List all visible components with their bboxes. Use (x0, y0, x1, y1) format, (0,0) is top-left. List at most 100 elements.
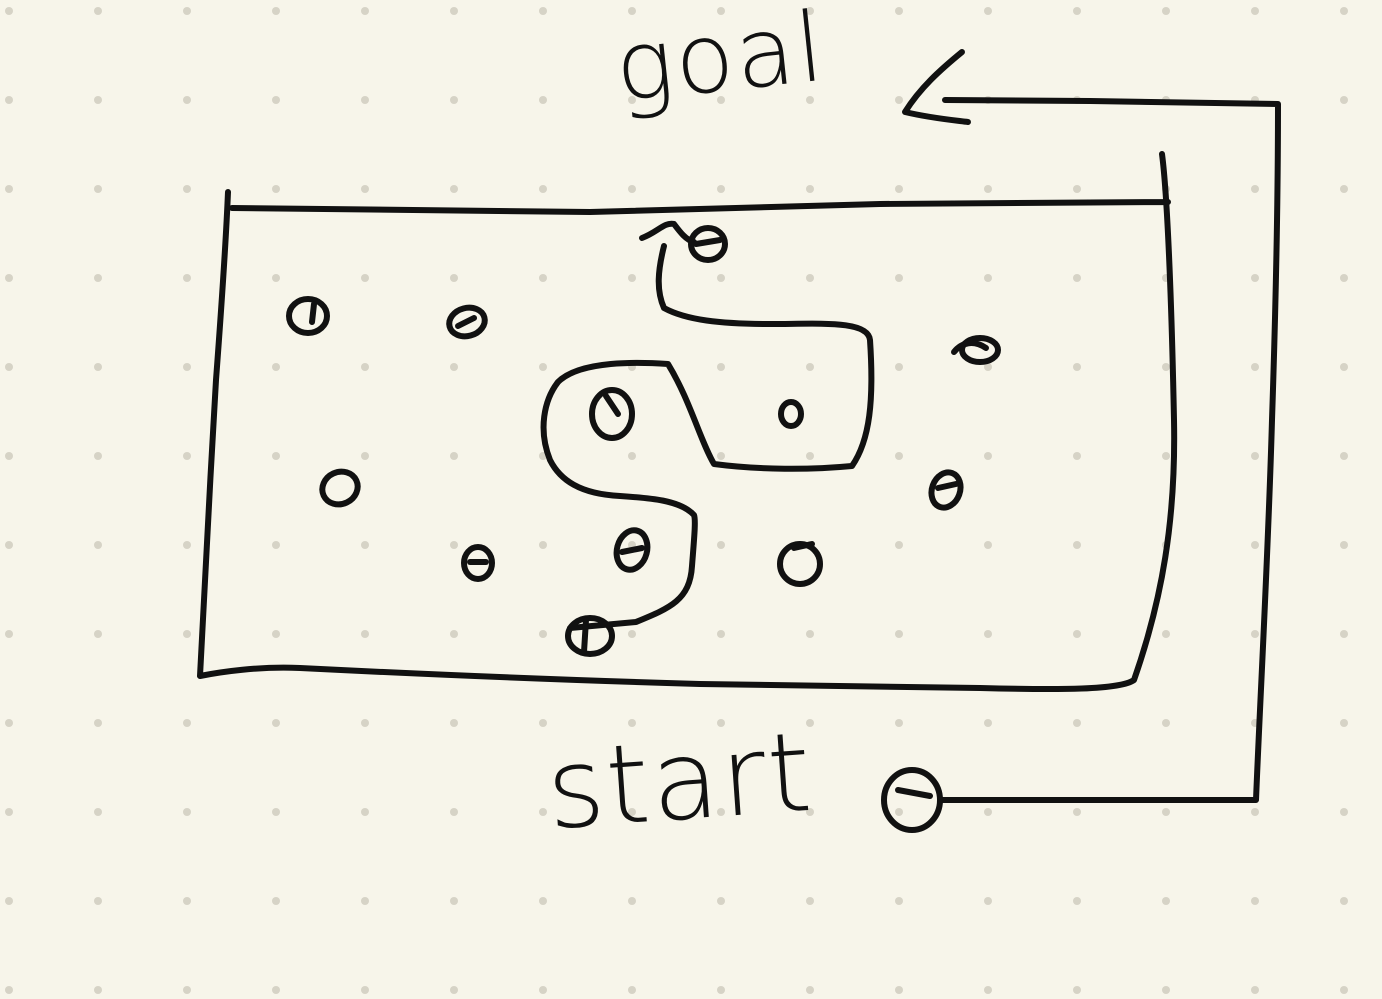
grid-dot (183, 897, 191, 905)
obstacle-circle-mark (693, 237, 723, 247)
grid-dot (717, 274, 725, 282)
grid-dot (539, 541, 547, 549)
grid-dot (1340, 185, 1348, 193)
grid-dot (1251, 274, 1259, 282)
grid-dot (361, 363, 369, 371)
grid-dot (450, 541, 458, 549)
outer-route-path (937, 97, 1281, 803)
grid-dot (272, 808, 280, 816)
grid-dot (539, 96, 547, 104)
grid-dot (1073, 7, 1081, 15)
grid-dot (361, 452, 369, 460)
grid-dot (272, 541, 280, 549)
grid-dot (361, 897, 369, 905)
grid-dot (806, 96, 814, 104)
grid-dot (717, 96, 725, 104)
grid-dot (94, 986, 102, 994)
grid-dot (806, 808, 814, 816)
obstacle-field-rectangle (197, 151, 1178, 693)
grid-dot (806, 897, 814, 905)
grid-dot (94, 452, 102, 460)
grid-dot (183, 96, 191, 104)
grid-dot (806, 7, 814, 15)
grid-dot (272, 630, 280, 638)
grid-dot (94, 7, 102, 15)
grid-dot (984, 719, 992, 727)
grid-dot (628, 7, 636, 15)
grid-dot (539, 185, 547, 193)
grid-dot (539, 897, 547, 905)
obstacle-circle (461, 544, 495, 582)
grid-dot (1073, 363, 1081, 371)
grid-dot (183, 452, 191, 460)
grid-dot (1340, 7, 1348, 15)
grid-dot (539, 7, 547, 15)
grid-dot (895, 185, 903, 193)
grid-dot (1251, 185, 1259, 193)
grid-dot (717, 185, 725, 193)
grid-dot (361, 986, 369, 994)
grid-dot (272, 897, 280, 905)
grid-dot (94, 897, 102, 905)
grid-dot (717, 541, 725, 549)
start-label: start (542, 707, 818, 855)
grid-dot (1340, 808, 1348, 816)
grid-dot (1162, 452, 1170, 460)
grid-dot (806, 630, 814, 638)
grid-dot (450, 274, 458, 282)
obstacle-circle (589, 387, 635, 441)
grid-dot (1251, 363, 1259, 371)
grid-dot (539, 719, 547, 727)
grid-dot (1073, 185, 1081, 193)
grid-dot (628, 96, 636, 104)
grid-dot (984, 363, 992, 371)
grid-dot (984, 897, 992, 905)
grid-dot (628, 185, 636, 193)
grid-dot (5, 897, 13, 905)
grid-dot (984, 274, 992, 282)
grid-dot (1251, 630, 1259, 638)
obstacle-circle (565, 615, 615, 657)
grid-dot (450, 363, 458, 371)
inner-path-arrowhead (639, 220, 697, 245)
grid-dot (628, 630, 636, 638)
obstacle-circle (777, 541, 823, 587)
grid-dot (94, 541, 102, 549)
grid-dot (806, 986, 814, 994)
grid-dot (895, 897, 903, 905)
grid-dot (361, 630, 369, 638)
grid-dot (539, 630, 547, 638)
grid-dot (272, 7, 280, 15)
obstacle-circle-mark (309, 301, 317, 325)
grid-dot (361, 7, 369, 15)
grid-dot (1340, 630, 1348, 638)
obstacle-circle-mark (935, 481, 959, 491)
grid-dot (183, 7, 191, 15)
grid-dot (628, 719, 636, 727)
grid-dot (806, 185, 814, 193)
grid-dot (539, 986, 547, 994)
obstacle-circle-mark (603, 393, 621, 417)
grid-dot (94, 630, 102, 638)
grid-dot (628, 452, 636, 460)
grid-dot (450, 719, 458, 727)
obstacle-circle (928, 469, 964, 511)
grid-dot (94, 185, 102, 193)
grid-dot (5, 630, 13, 638)
grid-dot (183, 363, 191, 371)
grid-dot (628, 274, 636, 282)
grid-dot (628, 897, 636, 905)
grid-dot (895, 274, 903, 282)
obstacle-circle (319, 468, 361, 508)
grid-dot (806, 274, 814, 282)
grid-dot (5, 541, 13, 549)
grid-dot (717, 719, 725, 727)
grid-dot (183, 541, 191, 549)
grid-dot (5, 808, 13, 816)
grid-dot (984, 630, 992, 638)
grid-dot (1162, 630, 1170, 638)
grid-dot (806, 363, 814, 371)
grid-dot (1340, 719, 1348, 727)
grid-dot (5, 185, 13, 193)
obstacle-circle-mark (791, 541, 815, 551)
